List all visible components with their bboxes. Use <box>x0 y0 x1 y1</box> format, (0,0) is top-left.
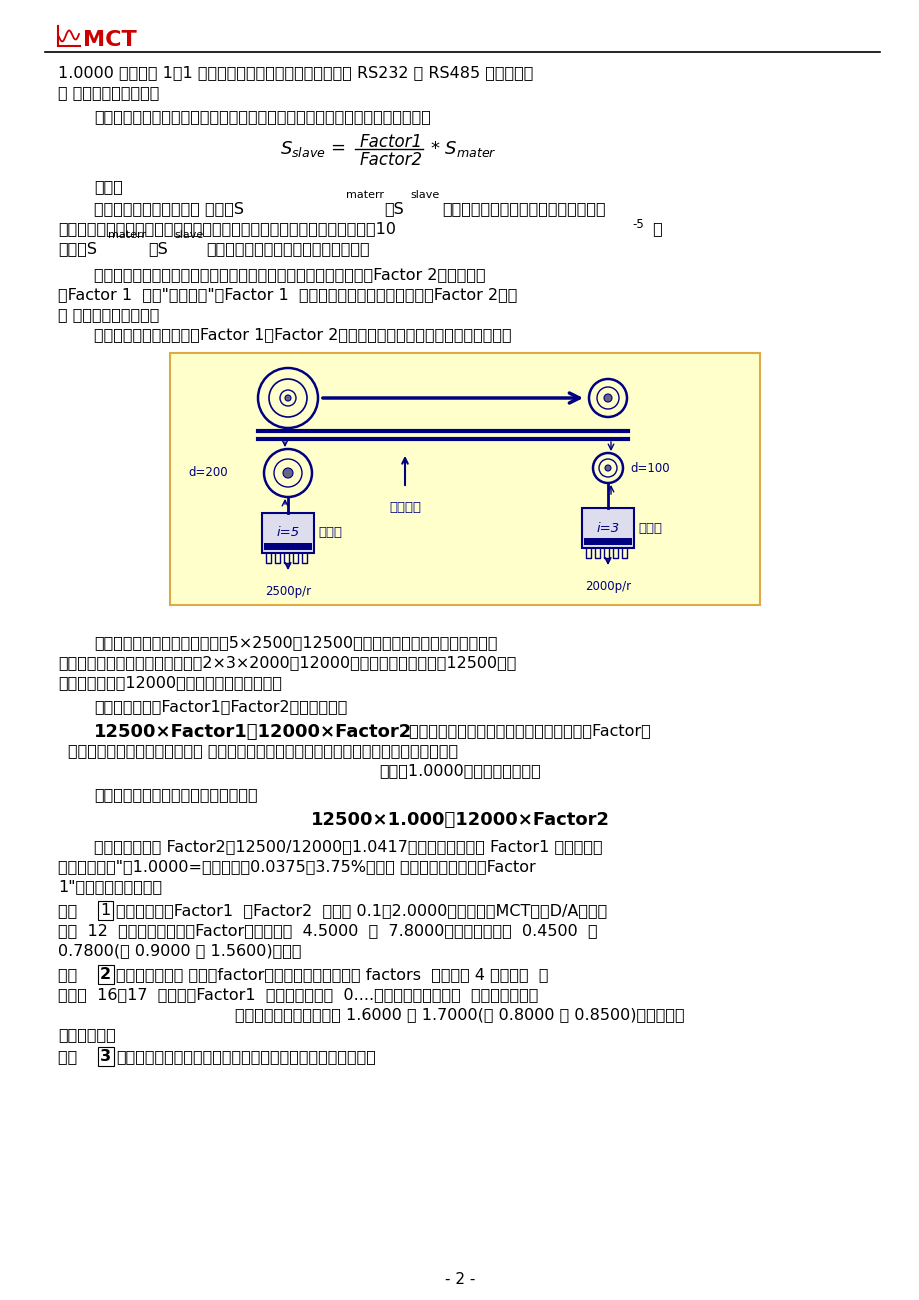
Text: 当要求位置和角度同步时 我们将S: 当要求位置和角度同步时 我们将S <box>94 202 244 216</box>
Text: 串 行口连接进行设定。: 串 行口连接进行设定。 <box>58 84 159 100</box>
Text: 0.7800(或 0.9000 和 1.5600)更好。: 0.7800(或 0.9000 和 1.5600)更好。 <box>58 942 301 958</box>
Bar <box>170 354 759 604</box>
Text: materr: materr <box>108 230 146 240</box>
Text: 结果，我们发现 Factor2＝12500/12000＝1.0417，这个设置校准了 Factor1 成为易于理: 结果，我们发现 Factor2＝12500/12000＝1.0417，这个设置校… <box>94 838 602 854</box>
Text: 将Factor 1  作为"用户参数"（Factor 1  在生产过程中随时可以改变，而Factor 2是机: 将Factor 1 作为"用户参数"（Factor 1 在生产过程中随时可以改变… <box>58 287 516 302</box>
Text: ：便于根据接收到的频率选择大概的转数，两边同样的范围。: ：便于根据接收到的频率选择大概的转数，两边同样的范围。 <box>116 1049 376 1063</box>
Text: materr: materr <box>346 190 383 200</box>
Circle shape <box>285 395 290 400</box>
Text: 12500×Factor1＝12000×Factor2: 12500×Factor1＝12000×Factor2 <box>94 723 412 741</box>
Text: slave: slave <box>410 190 438 200</box>
Text: 2: 2 <box>100 967 111 982</box>
Text: 会由累积位置误差。当用 1.6000 和 1.7000(或 0.8000 和 0.8500)时就可以解: 会由累积位置误差。当用 1.6000 和 1.7000(或 0.8000 和 0… <box>235 1008 684 1022</box>
Text: 当需要位置同步 适当的factor设置可以消除累积误差 factors  只能设置 4 位小数）  如: 当需要位置同步 适当的factor设置可以消除累积误差 factors 只能设置… <box>116 967 548 982</box>
Text: 内），S: 内），S <box>58 240 96 256</box>
Text: d=100: d=100 <box>630 462 669 474</box>
Text: $S_{slave}$: $S_{slave}$ <box>279 139 325 159</box>
Text: 设为两个驱动器移动特定的同步距离编: 设为两个驱动器移动特定的同步距离编 <box>441 202 605 216</box>
Text: -5: -5 <box>631 218 643 231</box>
Text: $*\ S_{mater}$: $*\ S_{mater}$ <box>429 139 496 159</box>
Text: 从电机: 从电机 <box>637 521 662 534</box>
Text: 主动轮转一圈，从主编码器收到5×2500＝12500个脉冲，从动轮需要在相同时间内: 主动轮转一圈，从主编码器收到5×2500＝12500个脉冲，从动轮需要在相同时间… <box>94 634 497 650</box>
Text: 参数设定好后，从动电机会来改变位置，保持和主电机的一致。根据下面的公式: 参数设定好后，从动电机会来改变位置，保持和主电机的一致。根据下面的公式 <box>94 109 430 124</box>
Text: 1: 1 <box>100 903 110 918</box>
Text: ：最好，保持Factor1  和Factor2  在范围 0.1～2.0000。这样允许MCT所有D/A转换器: ：最好，保持Factor1 和Factor2 在范围 0.1～2.0000。这样… <box>116 903 607 918</box>
Text: 1.0000 时，实现 1：1 的速度和相位同步；这个参数可以用 RS232 或 RS485 连接，通过: 1.0000 时，实现 1：1 的速度和相位同步；这个参数可以用 RS232 或… <box>58 65 533 81</box>
Text: 也可设置为同步控制下编码器的频率。: 也可设置为同步控制下编码器的频率。 <box>206 240 369 256</box>
Text: 正常情况下，比例模式，考虑到机器的所有几何数据，可以尽量将Factor 2的值固定，: 正常情况下，比例模式，考虑到机器的所有几何数据，可以尽量将Factor 2的值固… <box>94 266 485 282</box>
Text: i=3: i=3 <box>596 521 618 534</box>
Bar <box>582 508 633 549</box>
Text: 12500×1.000＝12000×Factor2: 12500×1.000＝12000×Factor2 <box>311 811 609 829</box>
Text: Factor2: Factor2 <box>359 151 423 169</box>
Text: 2000p/r: 2000p/r <box>584 580 630 593</box>
Text: 使用  12  位分辨率；例如，Factor计算结果为  4.5000  和  7.8000，这样比例设成  0.4500  和: 使用 12 位分辨率；例如，Factor计算结果为 4.5000 和 7.800… <box>58 923 597 939</box>
Text: 随后，我们设置Factor1和Factor2，关系如下：: 随后，我们设置Factor1和Factor2，关系如下： <box>94 699 347 714</box>
Bar <box>262 514 313 552</box>
Text: 2500p/r: 2500p/r <box>265 585 311 598</box>
Text: i=5: i=5 <box>276 526 300 539</box>
Text: 提示: 提示 <box>58 903 83 918</box>
Text: 解的用户参数"（1.0000=没有拉力；0.0375＝3.75%的拉力 由操作终端设置参数Factor: 解的用户参数"（1.0000=没有拉力；0.0375＝3.75%的拉力 由操作终… <box>58 859 535 874</box>
Text: 设置成1.0000，则更易于理解。: 设置成1.0000，则更易于理解。 <box>379 763 540 777</box>
Text: d=200: d=200 <box>187 467 227 480</box>
Text: 张力控制: 张力控制 <box>389 500 421 514</box>
Circle shape <box>604 394 611 402</box>
Circle shape <box>605 465 610 471</box>
Bar <box>584 538 631 545</box>
Text: 那么，我们需要用到不同数据的公式：: 那么，我们需要用到不同数据的公式： <box>94 786 257 802</box>
Text: 动脉冲我们需要12000个从动脉冲来保持同步。: 动脉冲我们需要12000个从动脉冲来保持同步。 <box>58 675 282 690</box>
Circle shape <box>283 468 292 478</box>
Text: Factor1: Factor1 <box>359 133 423 151</box>
Text: 转二圈，那么我们从从编码器收到2×3×2000＝12000个脉冲，这意味着，每12500个主: 转二圈，那么我们从从编码器收到2×3×2000＝12000个脉冲，这意味着，每1… <box>58 655 516 670</box>
Text: 器 恒量，一般不改变）: 器 恒量，一般不改变） <box>58 307 159 322</box>
Text: 1"可得到同样的结果。: 1"可得到同样的结果。 <box>58 879 162 894</box>
Text: slave: slave <box>174 230 203 240</box>
Text: 果要求  16：17  的比例，Factor1  用十进制表示为  0....因为没有足够的小数  位数，短时间内: 果要求 16：17 的比例，Factor1 用十进制表示为 0....因为没有足… <box>58 987 538 1002</box>
Text: 主电机: 主电机 <box>318 526 342 539</box>
Text: 码器的脉冲数或者旋转一周的脉冲数。当只需要速度同步时（速度误差允许10: 码器的脉冲数或者旋转一周的脉冲数。当只需要速度同步时（速度误差允许10 <box>58 221 395 237</box>
Text: 下面的例子说明进料系统Factor 1和Factor 2的计算，这里从速度会改变材料的拉力。: 下面的例子说明进料系统Factor 1和Factor 2的计算，这里从速度会改变… <box>94 328 511 342</box>
Text: 决这个问题。: 决这个问题。 <box>58 1027 116 1043</box>
Text: 提示: 提示 <box>58 967 83 982</box>
Text: 注释：: 注释： <box>94 179 123 194</box>
Text: MCT: MCT <box>83 30 137 49</box>
Text: 和S: 和S <box>148 240 167 256</box>
Text: 之: 之 <box>647 221 662 237</box>
Text: 数，但是这里需要操作员有一点 需要理解，需要在终端上设置一个值（不考虑拉力）。如果: 数，但是这里需要操作员有一点 需要理解，需要在终端上设置一个值（不考虑拉力）。如… <box>68 744 458 758</box>
Text: 和S: 和S <box>383 202 403 216</box>
Text: =: = <box>330 139 345 157</box>
Text: 3: 3 <box>100 1049 111 1063</box>
Text: 简单的方法，根据输入脉冲数来准确的设置Factor参: 简单的方法，根据输入脉冲数来准确的设置Factor参 <box>403 723 650 738</box>
Bar <box>264 543 312 550</box>
Text: 提示: 提示 <box>58 1049 83 1063</box>
Text: - 2 -: - 2 - <box>444 1271 475 1287</box>
